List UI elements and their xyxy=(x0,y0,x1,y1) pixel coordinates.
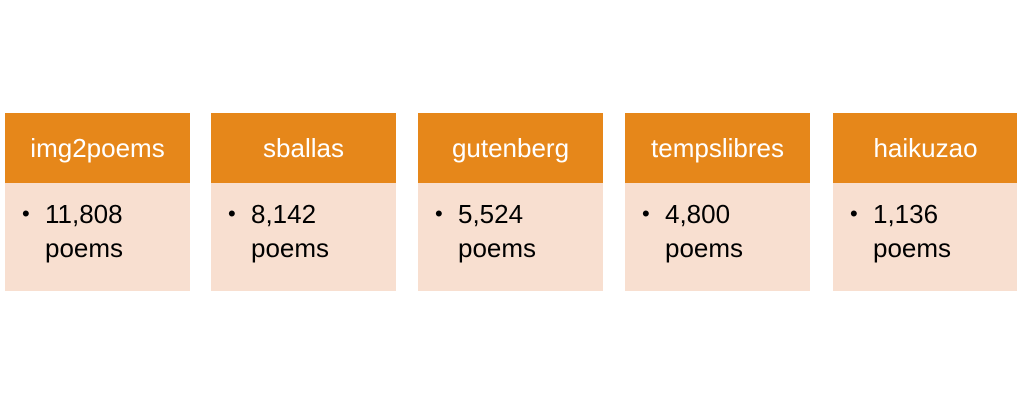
card-tempslibres: tempslibres • 4,800 poems xyxy=(625,113,810,291)
bullet-text: 5,524 poems xyxy=(458,197,603,265)
bullet-text: 8,142 poems xyxy=(251,197,396,265)
bullet-icon: • xyxy=(850,197,873,231)
card-img2poems: img2poems • 11,808 poems xyxy=(5,113,190,291)
card-title: haikuzao xyxy=(833,113,1017,183)
bullet-text: 11,808 poems xyxy=(45,197,190,265)
poem-unit: poems xyxy=(665,233,743,263)
bullet-icon: • xyxy=(435,197,458,231)
bullet-item: • 5,524 poems xyxy=(435,197,603,265)
bullet-icon: • xyxy=(642,197,665,231)
card-haikuzao: haikuzao • 1,136 poems xyxy=(833,113,1017,291)
poem-unit: poems xyxy=(251,233,329,263)
poem-unit: poems xyxy=(873,233,951,263)
card-title: sballas xyxy=(211,113,396,183)
bullet-item: • 1,136 poems xyxy=(850,197,1017,265)
bullet-icon: • xyxy=(228,197,251,231)
dataset-cards: img2poems • 11,808 poems sballas • 8,142… xyxy=(5,113,1014,291)
poem-unit: poems xyxy=(45,233,123,263)
card-body: • 8,142 poems xyxy=(211,183,396,291)
poem-count: 11,808 xyxy=(45,199,123,229)
bullet-icon: • xyxy=(22,197,45,231)
poem-count: 1,136 xyxy=(873,199,938,229)
card-body: • 4,800 poems xyxy=(625,183,810,291)
poem-count: 4,800 xyxy=(665,199,730,229)
poem-count: 8,142 xyxy=(251,199,316,229)
card-gutenberg: gutenberg • 5,524 poems xyxy=(418,113,603,291)
bullet-item: • 4,800 poems xyxy=(642,197,810,265)
card-body: • 1,136 poems xyxy=(833,183,1017,291)
bullet-item: • 8,142 poems xyxy=(228,197,396,265)
card-sballas: sballas • 8,142 poems xyxy=(211,113,396,291)
card-title: tempslibres xyxy=(625,113,810,183)
bullet-item: • 11,808 poems xyxy=(22,197,190,265)
bullet-text: 4,800 poems xyxy=(665,197,810,265)
card-body: • 11,808 poems xyxy=(5,183,190,291)
poem-count: 5,524 xyxy=(458,199,523,229)
card-body: • 5,524 poems xyxy=(418,183,603,291)
card-title: gutenberg xyxy=(418,113,603,183)
poem-unit: poems xyxy=(458,233,536,263)
card-title: img2poems xyxy=(5,113,190,183)
bullet-text: 1,136 poems xyxy=(873,197,1017,265)
